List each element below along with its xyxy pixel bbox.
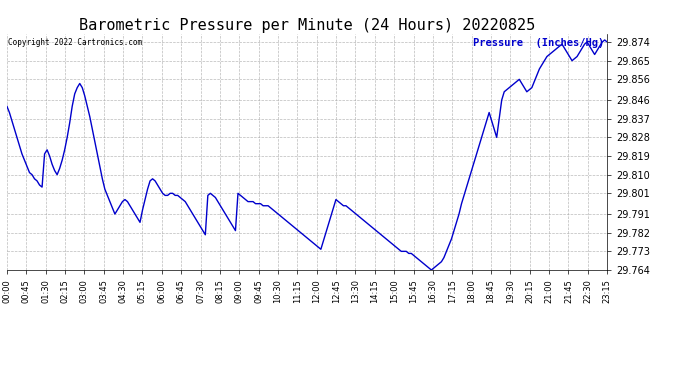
Title: Barometric Pressure per Minute (24 Hours) 20220825: Barometric Pressure per Minute (24 Hours… xyxy=(79,18,535,33)
Text: Copyright 2022 Cartronics.com: Copyright 2022 Cartronics.com xyxy=(8,39,141,48)
Text: Pressure  (Inches/Hg): Pressure (Inches/Hg) xyxy=(473,39,604,48)
